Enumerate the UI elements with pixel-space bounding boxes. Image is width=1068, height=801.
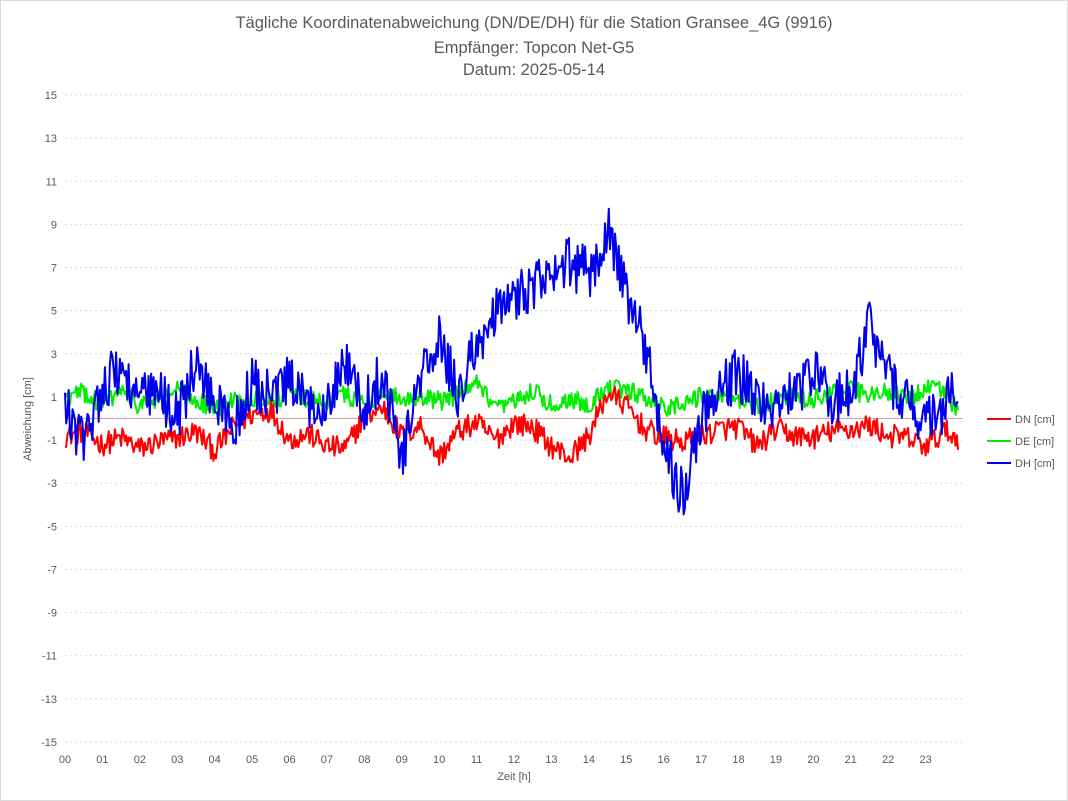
y-tick-label: -13 bbox=[41, 694, 57, 706]
y-tick-label: 3 bbox=[51, 349, 57, 361]
legend: DN [cm] DE [cm] DH [cm] bbox=[987, 414, 1055, 470]
chart-subtitle-date: Datum: 2025-05-14 bbox=[463, 61, 605, 79]
y-axis-label: Abweichung [cm] bbox=[22, 377, 34, 461]
y-tick-label: -1 bbox=[47, 435, 57, 447]
x-axis-label: Zeit [h] bbox=[497, 771, 531, 783]
x-tick-label: 22 bbox=[882, 754, 894, 766]
x-tick-label: 07 bbox=[321, 754, 333, 766]
y-tick-label: -11 bbox=[42, 651, 57, 663]
series-line-dh bbox=[64, 207, 959, 516]
y-tick-label: 1 bbox=[51, 392, 57, 404]
y-tick-label: -5 bbox=[47, 521, 57, 533]
legend-label: DE [cm] bbox=[1015, 436, 1054, 448]
y-tick-label: 15 bbox=[45, 90, 57, 102]
x-tick-label: 04 bbox=[209, 754, 221, 766]
y-tick-label: -15 bbox=[41, 737, 57, 749]
x-tick-label: 19 bbox=[770, 754, 782, 766]
x-tick-label: 10 bbox=[433, 754, 445, 766]
x-tick-label: 16 bbox=[658, 754, 670, 766]
y-tick-label: -3 bbox=[47, 478, 57, 490]
x-tick-label: 18 bbox=[732, 754, 744, 766]
y-tick-label: 13 bbox=[45, 133, 57, 145]
x-tick-label: 02 bbox=[134, 754, 146, 766]
series-line-de bbox=[64, 374, 959, 419]
x-tick-label: 14 bbox=[583, 754, 595, 766]
y-tick-labels: 15 13 11 9 7 5 3 1 -1 -3 -5 -7 -9 -11 -13 -15 bbox=[41, 90, 57, 749]
legend-label: DN [cm] bbox=[1015, 414, 1055, 426]
x-tick-label: 06 bbox=[283, 754, 295, 766]
x-tick-label: 15 bbox=[620, 754, 632, 766]
x-tick-label: 01 bbox=[96, 754, 108, 766]
x-tick-label: 03 bbox=[171, 754, 183, 766]
series-line-dn bbox=[64, 386, 959, 466]
x-tick-label: 13 bbox=[545, 754, 557, 766]
legend-label: DH [cm] bbox=[1015, 458, 1055, 470]
x-tick-label: 17 bbox=[695, 754, 707, 766]
y-tick-label: -7 bbox=[47, 564, 57, 576]
x-tick-label: 21 bbox=[845, 754, 857, 766]
series-lines bbox=[64, 207, 959, 516]
chart-subtitle-receiver: Empfänger: Topcon Net-G5 bbox=[434, 39, 635, 57]
y-tick-label: 5 bbox=[51, 306, 57, 318]
y-tick-label: -9 bbox=[47, 608, 57, 620]
chart-title: Tägliche Koordinatenabweichung (DN/DE/DH… bbox=[235, 14, 832, 32]
x-tick-label: 11 bbox=[471, 754, 482, 766]
x-tick-label: 08 bbox=[358, 754, 370, 766]
x-tick-label: 23 bbox=[919, 754, 931, 766]
x-tick-label: 09 bbox=[396, 754, 408, 766]
x-tick-label: 05 bbox=[246, 754, 258, 766]
x-tick-label: 00 bbox=[59, 754, 71, 766]
x-tick-label: 20 bbox=[807, 754, 819, 766]
y-tick-label: 7 bbox=[51, 263, 57, 275]
x-tick-label: 12 bbox=[508, 754, 520, 766]
y-tick-label: 11 bbox=[46, 176, 57, 188]
y-tick-label: 9 bbox=[51, 219, 57, 231]
x-tick-labels: 00 01 02 03 04 05 06 07 08 09 10 11 12 13 14 15 16 17 18 19… bbox=[59, 754, 932, 766]
